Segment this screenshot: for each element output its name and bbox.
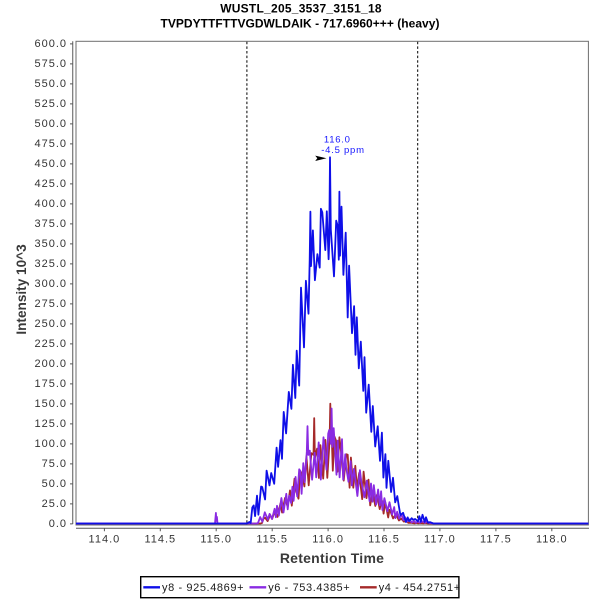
svg-text:150.0: 150.0 <box>34 398 67 410</box>
svg-text:125.0: 125.0 <box>34 418 67 430</box>
svg-text:Retention Time: Retention Time <box>280 550 384 566</box>
svg-text:500.0: 500.0 <box>34 118 67 130</box>
svg-text:-4.5 ppm: -4.5 ppm <box>321 145 365 156</box>
svg-text:350.0: 350.0 <box>34 238 67 250</box>
svg-text:300.0: 300.0 <box>34 278 67 290</box>
svg-text:50.0: 50.0 <box>42 478 67 490</box>
svg-text:117.0: 117.0 <box>424 533 456 545</box>
svg-text:117.5: 117.5 <box>480 533 512 545</box>
svg-text:575.0: 575.0 <box>34 58 67 70</box>
svg-text:114.0: 114.0 <box>89 533 121 545</box>
svg-text:116.0: 116.0 <box>312 533 344 545</box>
svg-text:600.0: 600.0 <box>34 38 67 50</box>
svg-text:116.0: 116.0 <box>324 135 351 146</box>
svg-text:y4 - 454.2751+: y4 - 454.2751+ <box>379 582 461 594</box>
svg-text:y8 - 925.4869+: y8 - 925.4869+ <box>162 582 244 594</box>
svg-text:115.5: 115.5 <box>256 533 288 545</box>
svg-text:25.0: 25.0 <box>42 498 67 510</box>
svg-text:400.0: 400.0 <box>34 198 67 210</box>
svg-text:375.0: 375.0 <box>34 218 67 230</box>
svg-text:Intensity 10^3: Intensity 10^3 <box>14 244 29 335</box>
svg-text:250.0: 250.0 <box>34 318 67 330</box>
svg-text:100.0: 100.0 <box>34 438 67 450</box>
svg-text:WUSTL_205_3537_3151_18: WUSTL_205_3537_3151_18 <box>220 1 382 15</box>
svg-text:118.0: 118.0 <box>536 533 568 545</box>
svg-text:TVPDYTTFTTVGDWLDAIK - 717.6960: TVPDYTTFTTVGDWLDAIK - 717.6960+++ (heavy… <box>161 17 440 31</box>
svg-text:450.0: 450.0 <box>34 158 67 170</box>
svg-text:525.0: 525.0 <box>34 98 67 110</box>
svg-text:0.0: 0.0 <box>49 518 67 530</box>
svg-text:114.5: 114.5 <box>144 533 176 545</box>
svg-text:225.0: 225.0 <box>34 338 67 350</box>
svg-text:75.0: 75.0 <box>42 458 67 470</box>
svg-text:475.0: 475.0 <box>34 138 67 150</box>
svg-text:325.0: 325.0 <box>34 258 67 270</box>
svg-text:y6 - 753.4385+: y6 - 753.4385+ <box>268 582 350 594</box>
svg-text:275.0: 275.0 <box>34 298 67 310</box>
svg-text:425.0: 425.0 <box>34 178 67 190</box>
svg-text:116.5: 116.5 <box>368 533 400 545</box>
svg-text:175.0: 175.0 <box>34 378 67 390</box>
svg-text:550.0: 550.0 <box>34 78 67 90</box>
svg-text:200.0: 200.0 <box>34 358 67 370</box>
svg-text:115.0: 115.0 <box>200 533 232 545</box>
